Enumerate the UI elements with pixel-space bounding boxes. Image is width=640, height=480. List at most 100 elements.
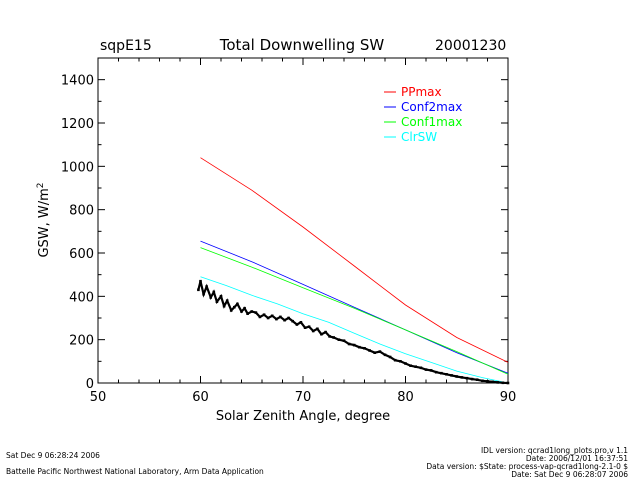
x-axis-label: Solar Zenith Angle, degree xyxy=(216,409,390,424)
measured-point xyxy=(275,317,278,321)
legend-label: ClrSW xyxy=(401,130,437,144)
footer-left-org: Battelle Pacific Northwest National Labo… xyxy=(6,467,264,476)
measured-point xyxy=(383,353,387,357)
measured-point xyxy=(342,339,346,342)
legend-label: Conf1max xyxy=(401,115,462,129)
measured-point xyxy=(324,330,327,334)
y-tick-label: 1400 xyxy=(61,74,94,89)
measured-point xyxy=(445,373,448,376)
measured-point xyxy=(243,306,246,310)
measured-point xyxy=(440,371,443,375)
measured-point xyxy=(332,336,335,339)
measured-points xyxy=(197,279,510,385)
y-tick-label: 1000 xyxy=(61,160,94,175)
measured-point xyxy=(414,365,417,368)
legend-label: PPmax xyxy=(401,85,442,99)
measured-point xyxy=(262,313,266,316)
measured-point xyxy=(475,378,479,381)
measured-point xyxy=(455,375,458,378)
measured-point xyxy=(491,380,494,384)
measured-trace xyxy=(197,280,509,385)
measured-point xyxy=(450,374,453,377)
measured-point xyxy=(378,350,382,353)
measured-point xyxy=(215,300,219,303)
measured-point xyxy=(328,335,331,338)
chart-title: Total Downwelling SW xyxy=(219,36,385,54)
measured-point xyxy=(424,368,428,371)
measured-point xyxy=(388,355,392,359)
y-axis-label: GSW, W/m2 xyxy=(36,182,52,257)
measured-point xyxy=(258,315,262,319)
measured-point xyxy=(266,316,270,320)
measured-point xyxy=(373,351,376,354)
series-clrsw xyxy=(200,276,509,384)
footer-right-line2: Date: 2006/12/01 16:37:51 xyxy=(526,454,628,463)
measured-point xyxy=(465,376,469,380)
measured-point xyxy=(246,312,249,315)
measured-point xyxy=(404,362,407,365)
date-label: 20001230 xyxy=(435,38,506,54)
measured-point xyxy=(225,299,229,302)
y-axis-label-sup: 2 xyxy=(36,182,46,188)
measured-point xyxy=(295,323,299,326)
x-tick-label: 70 xyxy=(295,390,312,405)
x-tick-label: 90 xyxy=(500,390,517,405)
measured-point xyxy=(347,342,351,346)
footer-right-line1: IDL version: qcrad1long_plots.pro,v 1.1 xyxy=(481,446,628,455)
x-tick-label: 50 xyxy=(90,390,107,405)
measured-point xyxy=(240,310,243,313)
x-tick-label: 80 xyxy=(397,390,414,405)
measured-point xyxy=(399,360,402,363)
series-ppmax xyxy=(200,157,509,363)
measured-point xyxy=(222,304,226,308)
measured-point xyxy=(501,381,505,385)
series-lines xyxy=(200,157,509,384)
measured-point xyxy=(393,358,397,362)
measured-point xyxy=(250,310,253,313)
measured-point xyxy=(358,345,361,349)
footer-right-line3: Data version: $State: process-vap-qcrad1… xyxy=(426,462,628,471)
measured-point xyxy=(270,314,274,318)
measured-point xyxy=(283,318,286,322)
footer-right-line4: Date: Sat Dec 9 06:28:07 2006 xyxy=(511,470,628,479)
measured-point xyxy=(236,302,239,306)
axis-ticks xyxy=(97,57,509,384)
axis-tick-labels: 50 60 70 80 90 0 200 400 600 800 1000 1200 1400 xyxy=(61,74,516,405)
measured-point xyxy=(316,327,319,331)
measured-point xyxy=(352,343,356,347)
measured-point xyxy=(496,381,499,384)
legend-label: Conf2max xyxy=(401,100,462,114)
site-label: sqpE15 xyxy=(100,38,152,54)
measured-point xyxy=(486,380,489,383)
measured-point xyxy=(337,338,341,341)
measured-point xyxy=(303,326,307,329)
measured-point xyxy=(307,325,311,328)
measured-point xyxy=(320,332,323,336)
measured-point xyxy=(429,369,433,372)
measured-point xyxy=(279,315,282,319)
x-tick-label: 60 xyxy=(192,390,209,405)
measured-point xyxy=(197,288,200,292)
measured-point xyxy=(291,319,294,323)
y-tick-label: 800 xyxy=(69,204,94,219)
series-conf1max xyxy=(200,247,509,375)
measured-point xyxy=(219,295,223,298)
measured-point xyxy=(209,296,212,299)
measured-point xyxy=(311,329,315,333)
measured-point xyxy=(434,370,438,374)
measured-point xyxy=(419,366,423,370)
measured-point xyxy=(299,321,303,324)
measured-point xyxy=(205,285,208,288)
series-conf2max xyxy=(200,240,509,374)
measured-point xyxy=(363,347,366,350)
measured-point xyxy=(481,379,484,383)
measured-point xyxy=(368,349,371,352)
measured-point xyxy=(233,305,236,309)
measured-point xyxy=(212,290,216,294)
y-tick-label: 600 xyxy=(69,247,94,262)
measured-point xyxy=(506,381,510,385)
measured-point xyxy=(229,309,233,312)
measured-point xyxy=(409,364,412,367)
